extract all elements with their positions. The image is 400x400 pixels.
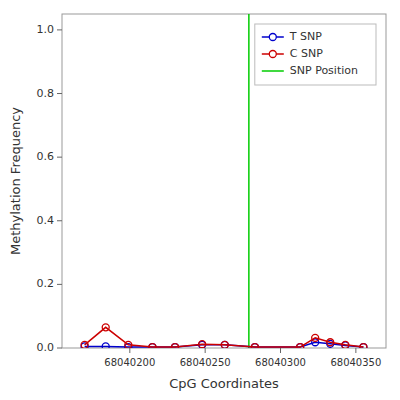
point bbox=[125, 341, 132, 348]
legend-marker bbox=[269, 51, 276, 58]
legend-marker bbox=[269, 34, 276, 41]
point bbox=[312, 334, 319, 341]
x-tick bbox=[280, 348, 281, 353]
chart: 0.0 0.2 0.4 0.6 0.8 1.0 68040200 68040250 680403… bbox=[0, 0, 400, 400]
point bbox=[251, 344, 258, 348]
x-tick-label: 68040250 bbox=[180, 357, 231, 368]
point bbox=[81, 341, 88, 348]
y-axis-label: Methylation Frequency bbox=[8, 107, 23, 255]
legend: T SNP C SNP SNP Position bbox=[255, 24, 376, 85]
x-tick bbox=[129, 348, 130, 353]
legend-label: C SNP bbox=[290, 47, 323, 60]
point bbox=[199, 341, 206, 348]
point bbox=[172, 344, 179, 348]
y-tick-label: 1.0 bbox=[37, 23, 55, 36]
point bbox=[342, 341, 349, 348]
point bbox=[360, 344, 367, 348]
y-tick bbox=[57, 220, 62, 221]
plot-frame bbox=[62, 14, 386, 348]
legend-key bbox=[262, 70, 284, 72]
point bbox=[102, 343, 109, 348]
point bbox=[251, 344, 258, 348]
point bbox=[172, 344, 179, 348]
y-tick bbox=[57, 348, 62, 349]
y-tick-label: 0.0 bbox=[37, 341, 55, 354]
point bbox=[342, 342, 349, 348]
y-tick-label: 0.2 bbox=[37, 277, 55, 290]
point bbox=[149, 344, 156, 348]
legend-box bbox=[255, 24, 376, 85]
point bbox=[360, 344, 367, 348]
point bbox=[297, 344, 304, 348]
point bbox=[297, 344, 304, 348]
point bbox=[221, 341, 228, 348]
y-tick-label: 0.8 bbox=[37, 87, 55, 100]
x-tick-label: 68040200 bbox=[104, 357, 155, 368]
point bbox=[102, 324, 109, 331]
point bbox=[327, 339, 334, 346]
x-tick-label: 68040300 bbox=[255, 357, 306, 368]
point bbox=[149, 344, 156, 348]
y-tick bbox=[57, 284, 62, 285]
y-tick-label: 0.6 bbox=[37, 150, 55, 163]
x-axis-label: CpG Coordinates bbox=[169, 376, 279, 391]
y-tick bbox=[57, 157, 62, 158]
legend-label: T SNP bbox=[289, 30, 322, 43]
point bbox=[199, 341, 206, 348]
reference-line bbox=[248, 14, 250, 348]
legend-label: SNP Position bbox=[290, 64, 358, 77]
x-tick-label: 68040350 bbox=[330, 357, 381, 368]
x-tick bbox=[355, 348, 356, 353]
y-tick bbox=[57, 93, 62, 94]
y-tick-label: 0.4 bbox=[37, 214, 55, 227]
point bbox=[221, 341, 228, 348]
y-tick bbox=[57, 29, 62, 30]
plot-area bbox=[81, 14, 367, 348]
x-tick bbox=[205, 348, 206, 353]
